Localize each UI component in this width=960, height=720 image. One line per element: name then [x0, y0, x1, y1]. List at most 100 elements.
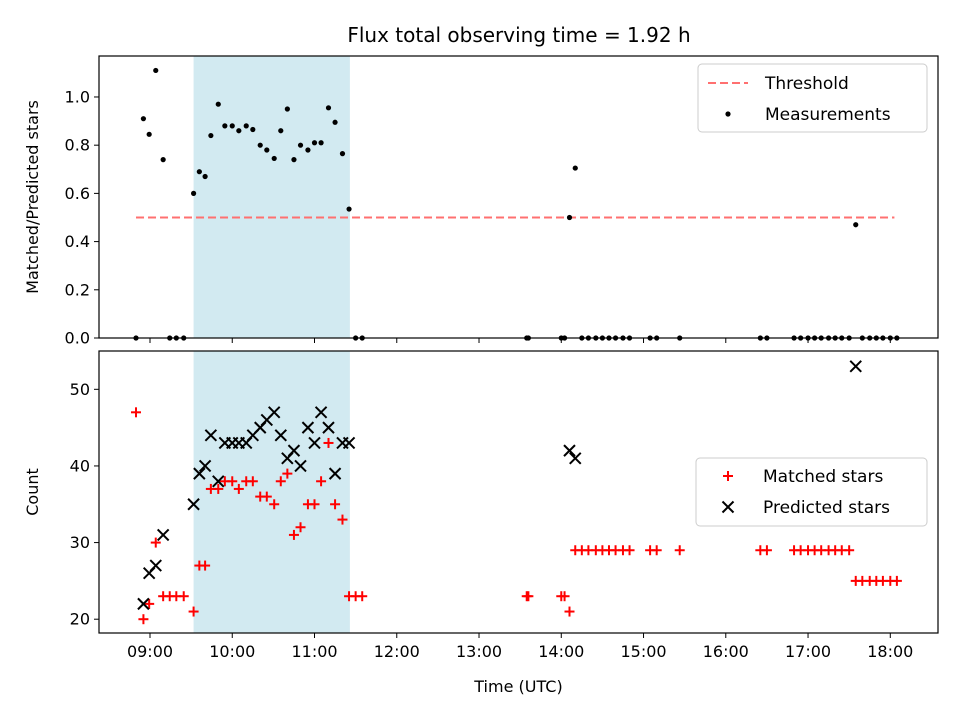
x-tick-label: 18:00: [867, 642, 913, 661]
predicted-point: [193, 467, 206, 480]
matched-point: [269, 499, 280, 510]
y-tick-label: 0.2: [65, 280, 90, 299]
measurement-point: [140, 116, 147, 122]
measurement-point: [311, 140, 318, 146]
measurement-point: [305, 147, 311, 153]
matched-point: [131, 407, 142, 418]
bottom-legend: Matched stars Predicted stars: [695, 457, 928, 527]
measurement-point: [297, 142, 304, 148]
matched-point: [200, 560, 211, 571]
measurement-point: [346, 206, 352, 212]
predicted-point: [301, 421, 315, 434]
predicted-point: [849, 360, 862, 373]
matched-point: [233, 483, 244, 494]
bottom-legend-box: [695, 457, 928, 527]
matched-point: [282, 468, 293, 479]
measurement-point: [284, 106, 290, 112]
y-tick-label: 50: [70, 380, 90, 399]
measurement-point: [208, 132, 214, 139]
x-tick-label: 15:00: [620, 642, 666, 661]
matched-point: [247, 476, 258, 487]
matched-point: [295, 522, 306, 533]
chart-title: Flux total observing time = 1.92 h: [347, 23, 690, 47]
predicted-point: [137, 597, 150, 611]
y-tick-label: 40: [70, 456, 90, 475]
legend-cross-glyph: [721, 500, 735, 514]
matched-point: [761, 545, 772, 556]
x-tick-label: 09:00: [127, 642, 173, 661]
matched-point: [213, 483, 224, 494]
predicted-point: [212, 475, 225, 488]
bottom-y-axis-label: Count: [23, 468, 42, 516]
matched-point: [624, 545, 635, 556]
matched-point: [674, 545, 685, 556]
measurement-point: [222, 123, 228, 129]
predicted-point: [267, 406, 281, 419]
y-tick-label: 30: [70, 533, 90, 552]
measurement-point: [153, 67, 159, 74]
measurement-point: [339, 151, 346, 157]
x-tick-label: 17:00: [785, 642, 831, 661]
legend-plus-glyph: [723, 471, 733, 481]
measurement-point: [202, 173, 208, 180]
measurement-point: [190, 190, 197, 196]
top-x-ticks: [149, 338, 891, 343]
predicted-point: [563, 444, 576, 457]
measurement-point: [229, 123, 235, 129]
predicted-point: [569, 452, 582, 465]
matched-point: [188, 606, 199, 617]
measurement-point: [332, 119, 338, 125]
bottom-shaded-region: [193, 351, 350, 633]
matched-point: [144, 598, 155, 609]
bottom-x-axis: 09:00 10:00 11:00 12:00 13:00 14:00 15:00 16:00…: [127, 633, 913, 661]
matched-point: [357, 591, 368, 602]
predicted-point: [287, 444, 301, 457]
predicted-point: [274, 429, 287, 442]
x-axis-label: Time (UTC): [473, 677, 562, 696]
x-tick-label: 11:00: [291, 642, 337, 661]
bottom-data-marks: [131, 360, 902, 625]
predicted-point: [342, 436, 356, 450]
measurement-point: [243, 123, 249, 129]
measurement-point: [257, 142, 263, 148]
matched-point: [559, 591, 570, 602]
legend-threshold-label: Threshold: [764, 74, 849, 94]
top-y-axis: 0.0 0.2 0.4 0.6 0.8 1.0: [65, 87, 99, 348]
y-tick-label: 20: [70, 610, 90, 629]
predicted-point: [149, 559, 162, 572]
matched-point: [651, 545, 662, 556]
top-y-axis-label: Matched/Predicted stars: [23, 100, 42, 294]
matched-point: [844, 545, 855, 556]
matched-point: [330, 499, 341, 510]
predicted-point: [198, 459, 212, 473]
bottom-panel: 20 30 40 50 09:00 10:00 11:00 12:00 13:00 14:00 1…: [23, 350, 939, 696]
legend-predicted-swatch: [721, 500, 735, 514]
matched-point: [309, 499, 320, 510]
measurement-point: [250, 126, 256, 133]
x-tick-label: 10:00: [209, 642, 255, 661]
legend-measurements-label: Measurements: [765, 105, 891, 125]
predicted-point: [294, 459, 307, 473]
y-tick-label: 0.8: [65, 136, 90, 155]
measurement-point: [853, 222, 859, 228]
x-tick-label: 16:00: [703, 642, 749, 661]
matched-point: [323, 437, 334, 448]
x-tick-label: 12:00: [374, 642, 420, 661]
top-legend-box: [697, 63, 928, 133]
predicted-point: [156, 528, 170, 542]
matched-point: [261, 491, 272, 502]
matched-point: [337, 514, 348, 525]
measurement-point: [318, 140, 324, 146]
y-tick-label: 0.4: [65, 232, 90, 251]
top-legend: Threshold Measurements: [697, 63, 928, 133]
predicted-point: [328, 467, 342, 480]
matched-point: [227, 476, 238, 487]
matched-point: [891, 575, 902, 586]
y-tick-label: 1.0: [65, 87, 90, 106]
legend-measurements-swatch: [725, 111, 731, 117]
measurement-point: [236, 128, 242, 134]
measurement-point: [566, 214, 573, 221]
top-panel: 0.0 0.2 0.4 0.6 0.8 1.0 Matched/Predicted sta…: [23, 55, 939, 348]
matched-point: [316, 476, 327, 487]
